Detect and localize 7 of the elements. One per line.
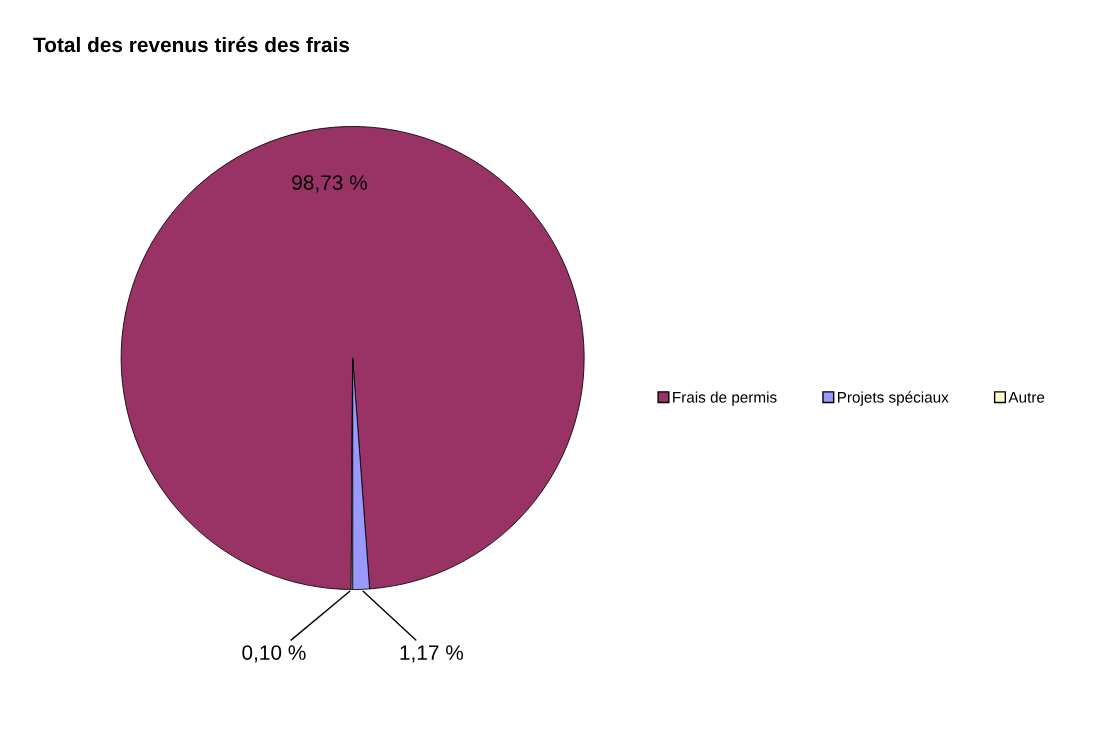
data-label: 98,73 % (292, 175, 367, 193)
data-label: 0,10 % (242, 645, 306, 663)
legend-label: Autre (1008, 392, 1045, 403)
legend-label: Frais de permis (673, 391, 777, 406)
chart-title: Total des revenus tirés des frais (33, 36, 350, 53)
data-label: 1,17 % (400, 645, 464, 663)
legend-label: Projets spéciaux (837, 391, 949, 406)
